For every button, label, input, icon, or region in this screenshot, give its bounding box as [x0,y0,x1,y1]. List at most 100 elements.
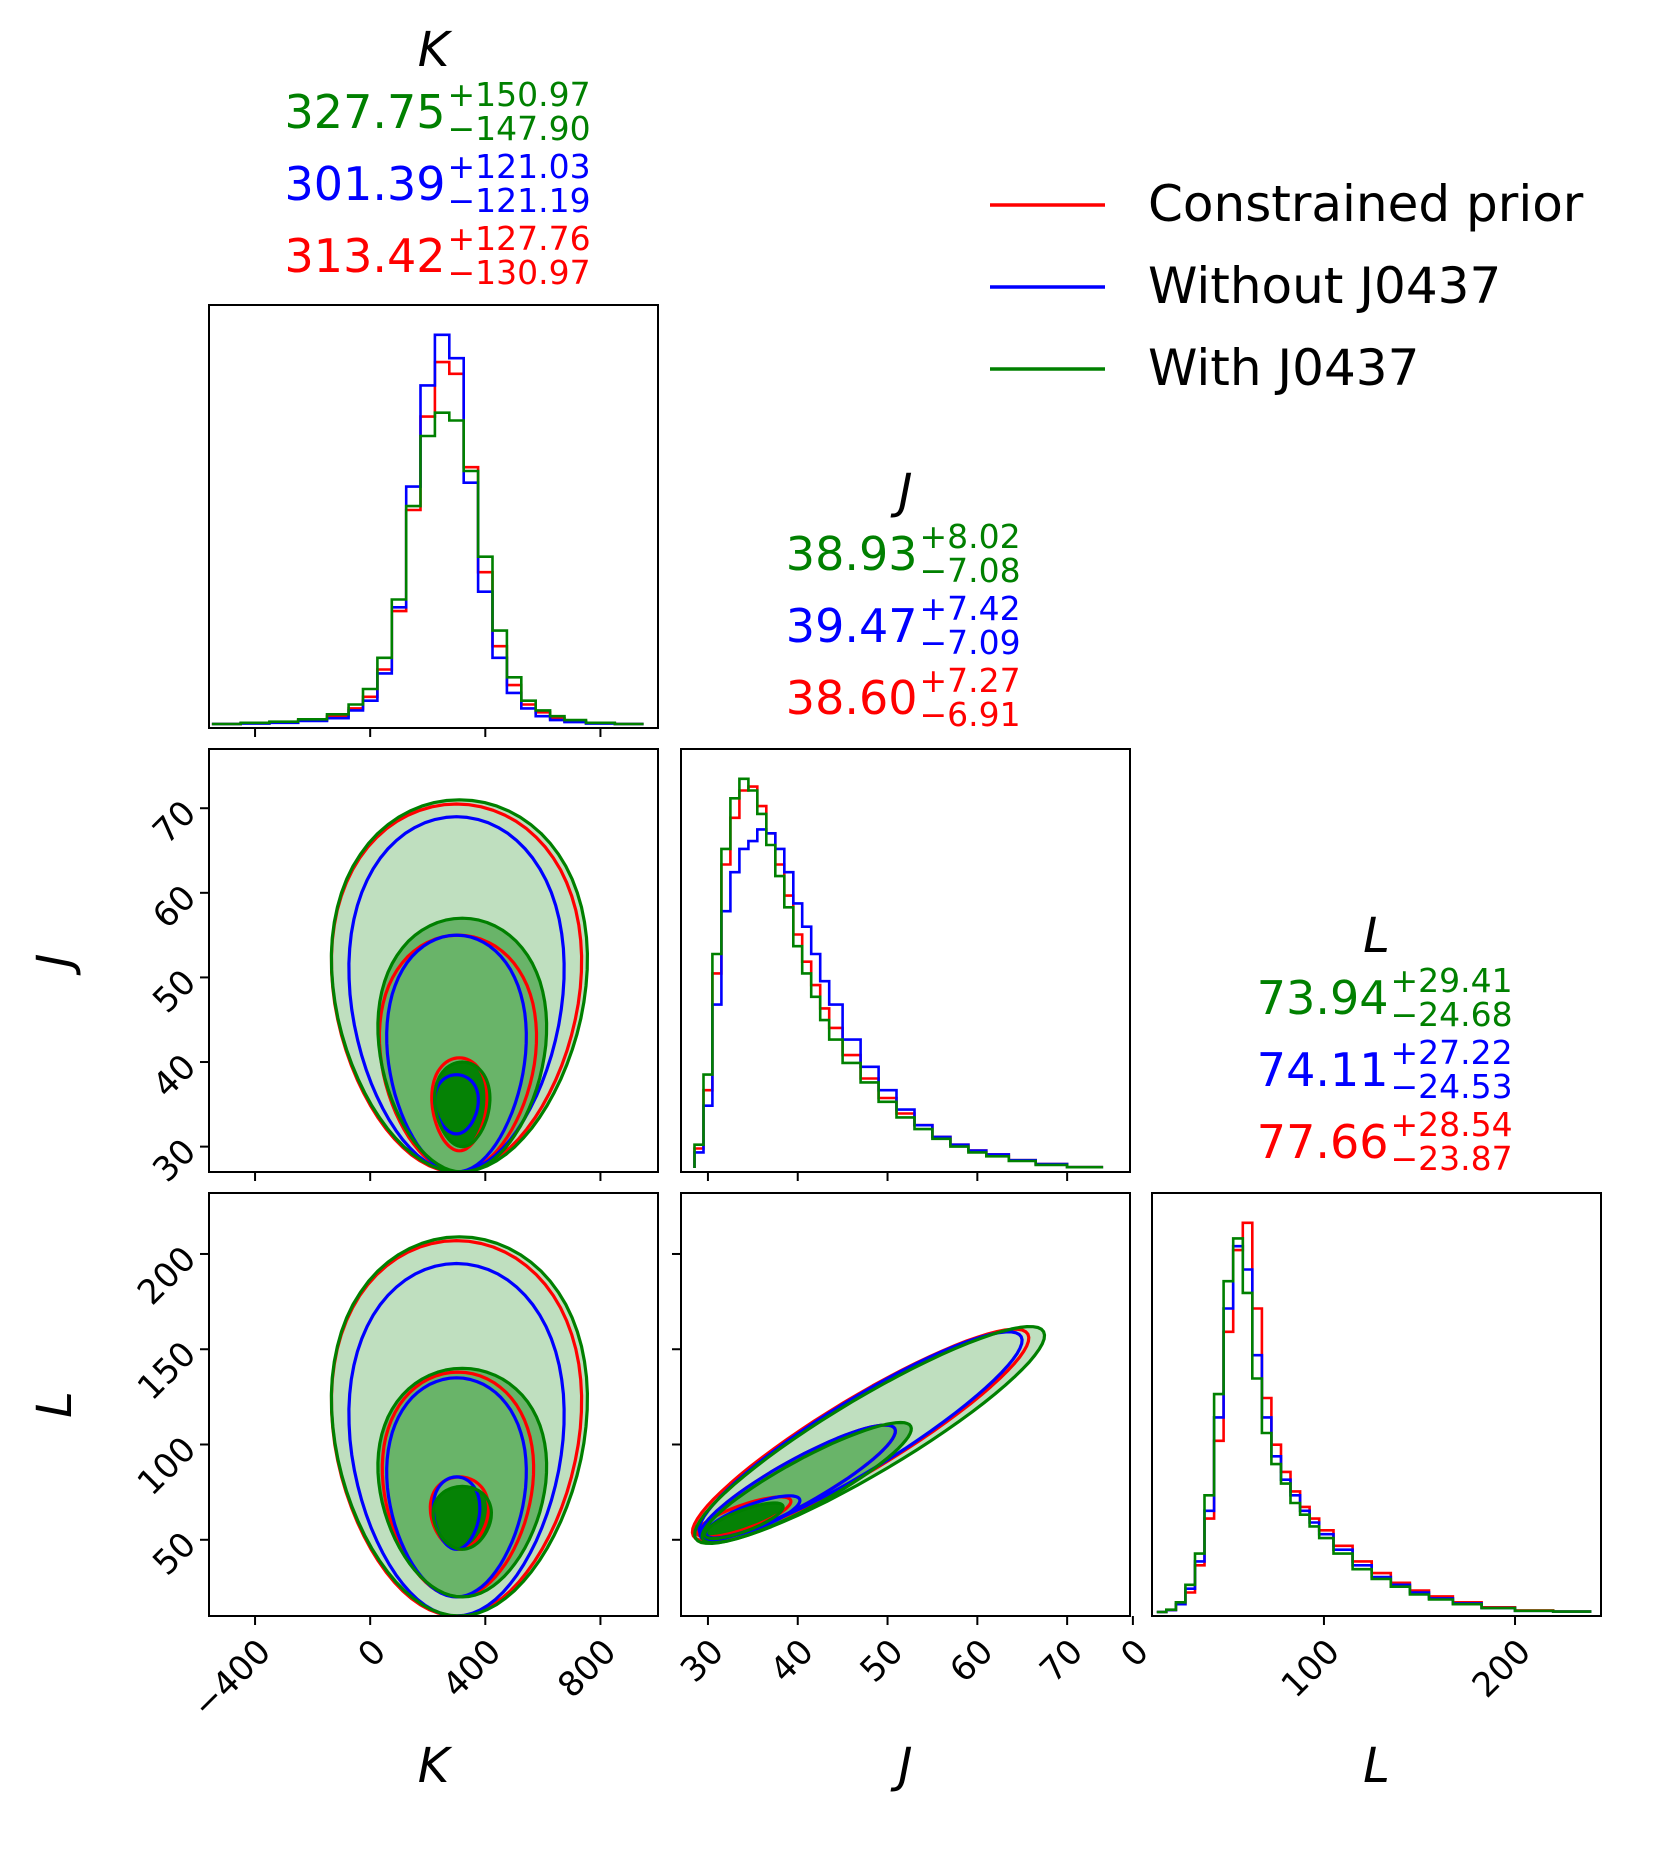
contour-with-j0437-3-sigma [329,1235,590,1616]
lower-error: −6.91 [920,695,1021,734]
upper-error: +150.97 [448,75,591,114]
y-axis-label-l: L [27,1391,83,1418]
y-tick-label-l: 200 [130,1239,204,1313]
panel-frame-k [208,304,659,729]
y-tick-label-l: 100 [130,1429,204,1503]
x-tick-label-l: 100 [1274,1632,1348,1706]
histogram-k-with-j0437 [211,411,644,726]
y-tick-label-j: 60 [145,878,204,937]
x-tick-label-j: 70 [1032,1632,1091,1691]
panel-k-j-contours [329,798,590,1172]
contour-without-j0437-3-sigma [347,815,566,1172]
histogram-k-without-j0437 [211,333,644,726]
median-value: 38.60 [786,671,918,725]
estimate-j-without-j0437: 39.47 +7.42−7.09 [786,589,1021,662]
panel-frame-k-l [208,1192,659,1617]
lower-error: −121.19 [448,181,591,220]
upper-error: +121.03 [448,147,591,186]
upper-error: +8.02 [920,517,1021,556]
median-value: 77.66 [1257,1115,1389,1169]
y-axis-label-j: J [27,953,83,975]
estimate-j-constrained-prior: 38.60 +7.27−6.91 [786,661,1021,734]
x-tick-label-l: 200 [1465,1632,1539,1706]
x-tick-label-l: 0 [1113,1632,1157,1676]
lower-error: −130.97 [448,253,591,292]
x-axis-label-l: L [1363,1738,1390,1794]
estimate-j-with-j0437: 38.93 +8.02−7.08 [786,517,1021,590]
y-tick-label-l: 150 [130,1334,204,1408]
histogram-l-with-j0437 [1156,1237,1592,1614]
contour-constrained-prior-1-sigma [428,1475,491,1551]
x-tick-label-k: 400 [435,1632,509,1706]
histogram-j-with-j0437 [693,777,1104,1169]
y-tick-label-j: 50 [145,962,204,1021]
panel-frame-j-l [680,1192,1131,1617]
estimate-l-without-j0437: 74.11 +27.22−24.53 [1257,1033,1513,1106]
filled-region-1-sigma [434,1062,490,1147]
lower-error: −7.08 [920,551,1021,590]
median-value: 313.42 [285,229,446,283]
filled-region-3-sigma [694,1326,1045,1544]
panel-k-l-contours [329,1235,590,1616]
histogram-k-constrained-prior [211,360,644,726]
filled-region-2-sigma [377,918,547,1172]
x-tick-label-k: 800 [550,1632,624,1706]
median-value: 74.11 [1257,1043,1389,1097]
x-axis-label-k: K [418,1738,453,1794]
contour-with-j0437-2-sigma [376,1366,549,1599]
panel-frame-j [680,748,1131,1173]
upper-error: +7.27 [920,661,1021,700]
legend-label-constrained-prior: Constrained prior [1148,175,1584,233]
upper-error: +28.54 [1391,1105,1513,1144]
estimate-k-with-j0437: 327.75 +150.97−147.90 [285,75,591,148]
y-tick-label-l: 50 [145,1525,204,1584]
contour-without-j0437-3-sigma [347,1261,566,1616]
y-tick-label-j: 40 [145,1047,204,1106]
panel-title-k: K [418,22,453,78]
upper-error: +27.22 [1391,1033,1513,1072]
estimate-l-with-j0437: 73.94 +29.41−24.68 [1257,961,1513,1034]
median-value: 301.39 [285,157,446,211]
x-tick-label-j: 60 [942,1632,1001,1691]
contour-with-j0437-1-sigma [703,1501,785,1541]
filled-region-1-sigma [433,1486,492,1550]
lower-error: −23.87 [1391,1139,1513,1178]
histogram-l-without-j0437 [1156,1244,1592,1614]
contour-with-j0437-1-sigma [431,1484,493,1551]
upper-error: +127.76 [448,219,591,258]
upper-error: +7.42 [920,589,1021,628]
filled-region-1-sigma [704,1503,784,1539]
contour-without-j0437-2-sigma [385,1376,528,1599]
estimate-l-constrained-prior: 77.66 +28.54−23.87 [1257,1105,1513,1178]
upper-error: +29.41 [1391,961,1513,1000]
median-value: 39.47 [786,599,918,653]
x-tick-label-j: 30 [673,1632,732,1691]
panel-title-j: J [890,464,912,520]
median-value: 327.75 [285,85,446,139]
x-tick-label-j: 50 [853,1632,912,1691]
legend-label-without-j0437: Without J0437 [1148,257,1501,315]
estimate-k-constrained-prior: 313.42 +127.76−130.97 [285,219,591,292]
contour-with-j0437-3-sigma [329,798,590,1172]
panel-k-histogram [211,333,644,726]
median-value: 38.93 [786,527,918,581]
legend: Constrained prior Without J0437 With J0437 [990,175,1584,397]
contour-without-j0437-2-sigma [385,933,528,1172]
y-tick-label-j: 30 [145,1131,204,1190]
panel-l-histogram [1156,1221,1592,1614]
lower-error: −147.90 [448,109,591,148]
median-value: 73.94 [1257,971,1389,1025]
x-tick-label-j: 40 [763,1632,822,1691]
x-tick-label-k: −400 [185,1632,279,1726]
panel-frame-l [1151,1192,1602,1617]
x-tick-label-k: 0 [350,1632,394,1676]
panel-frame-k-j [208,748,659,1173]
estimate-k-without-j0437: 301.39 +121.03−121.19 [285,147,591,220]
contour-with-j0437-3-sigma [693,1324,1047,1546]
legend-label-with-j0437: With J0437 [1148,339,1419,397]
lower-error: −24.68 [1391,995,1513,1034]
x-axis-label-j: J [890,1738,912,1794]
filled-region-2-sigma [377,1368,547,1597]
lower-error: −7.09 [920,623,1021,662]
